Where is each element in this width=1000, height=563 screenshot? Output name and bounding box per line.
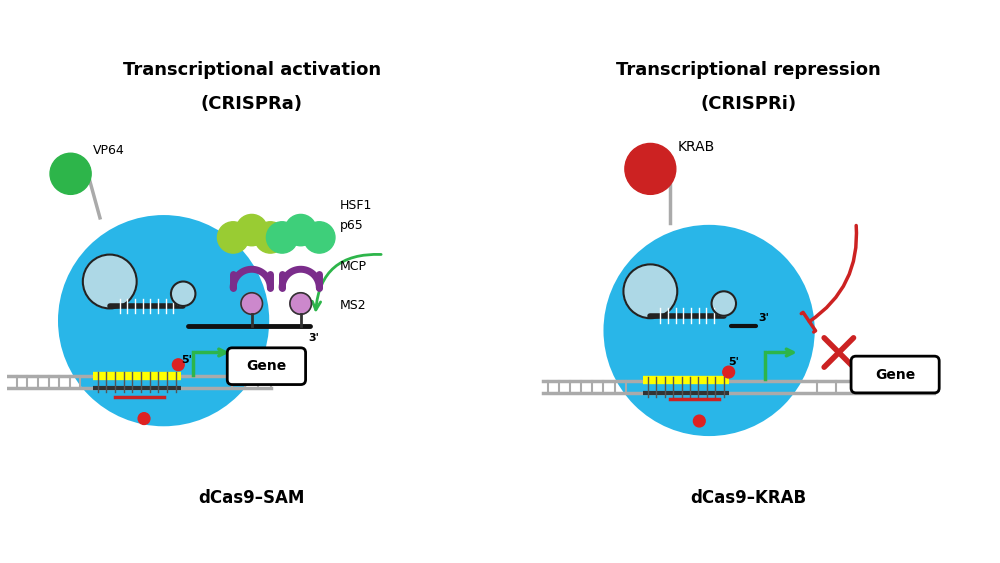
Circle shape bbox=[217, 222, 249, 253]
Text: dCas9–SAM: dCas9–SAM bbox=[199, 489, 305, 507]
Text: MS2: MS2 bbox=[340, 300, 366, 312]
Text: 3': 3' bbox=[758, 314, 769, 323]
Text: 5': 5' bbox=[729, 357, 740, 367]
FancyBboxPatch shape bbox=[227, 348, 306, 385]
Text: Gene: Gene bbox=[875, 368, 915, 382]
Circle shape bbox=[623, 265, 677, 318]
Circle shape bbox=[601, 223, 817, 438]
Text: VP64: VP64 bbox=[93, 144, 124, 157]
Circle shape bbox=[723, 366, 735, 378]
Circle shape bbox=[255, 222, 286, 253]
Circle shape bbox=[83, 254, 137, 309]
Circle shape bbox=[712, 291, 736, 316]
Text: p65: p65 bbox=[340, 218, 364, 232]
Text: (CRISPRa): (CRISPRa) bbox=[201, 96, 303, 114]
Text: 5': 5' bbox=[181, 355, 192, 365]
Text: MCP: MCP bbox=[340, 260, 367, 273]
Circle shape bbox=[266, 222, 298, 253]
Circle shape bbox=[285, 215, 316, 246]
FancyBboxPatch shape bbox=[851, 356, 939, 393]
Circle shape bbox=[50, 153, 91, 194]
Circle shape bbox=[138, 413, 150, 425]
Text: Transcriptional repression: Transcriptional repression bbox=[616, 61, 881, 79]
Circle shape bbox=[236, 215, 267, 246]
Text: (CRISPRi): (CRISPRi) bbox=[700, 96, 796, 114]
Text: KRAB: KRAB bbox=[677, 140, 715, 154]
Text: 3': 3' bbox=[308, 333, 319, 343]
Circle shape bbox=[171, 282, 195, 306]
Circle shape bbox=[693, 415, 705, 427]
Circle shape bbox=[290, 293, 311, 314]
Text: Transcriptional activation: Transcriptional activation bbox=[123, 61, 381, 79]
Text: dCas9–KRAB: dCas9–KRAB bbox=[690, 489, 806, 507]
Circle shape bbox=[625, 144, 676, 194]
Text: HSF1: HSF1 bbox=[340, 199, 372, 212]
Circle shape bbox=[304, 222, 335, 253]
Circle shape bbox=[241, 293, 263, 314]
Text: Gene: Gene bbox=[246, 359, 287, 373]
Circle shape bbox=[172, 359, 184, 370]
Circle shape bbox=[56, 213, 271, 428]
